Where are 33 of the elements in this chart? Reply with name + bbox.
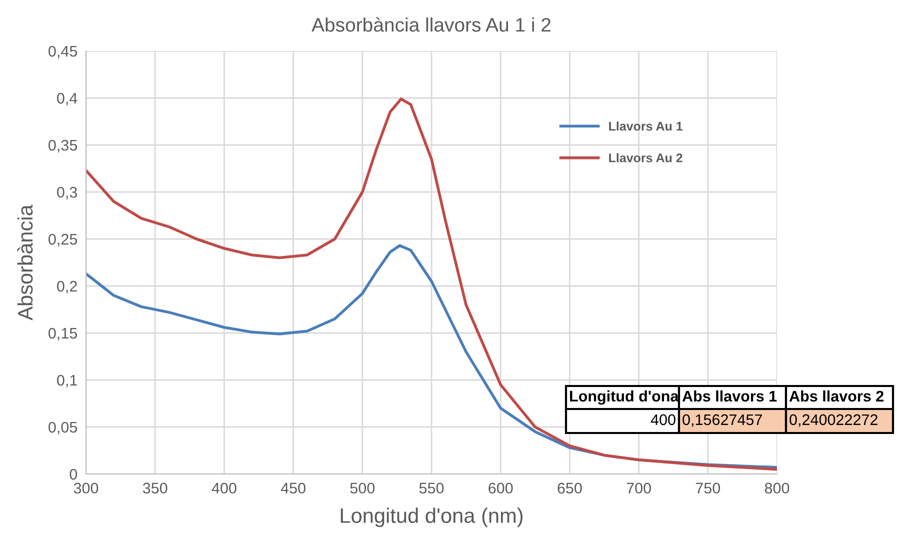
annotation: 0,15627457 [682,414,762,427]
y-tick-label: 0,45 [48,46,78,58]
legend-label: Llavors Au 1 [609,121,682,131]
text: Abs llavors 2 [789,390,884,402]
chart-title: Absorbància llavors Au 1 i 2 [312,17,551,32]
x-tick-label: 800 [764,482,790,494]
x-axis-title: Longitud d'ona (nm) [340,508,523,528]
y-tick-label: 0,3 [57,186,77,200]
y-tick-label: 0,15 [48,328,78,340]
text: 0,240022272 [790,414,878,427]
x-tick-label: 650 [558,482,582,494]
legend-label: Llavors Au 2 [609,153,682,162]
x-tick-label: 700 [626,482,651,494]
x-tick-label: 550 [419,482,444,494]
y-tick-label: 0 [70,468,78,480]
y-axis-title: Absorbància [17,204,33,320]
x-tick-label: 450 [280,482,306,494]
x-tick-label: 350 [142,482,168,494]
y-tick-label: 0,2 [57,280,77,294]
y-tick-label: 0,1 [57,374,77,388]
x-tick-label: 600 [488,482,513,494]
x-tick-label: 300 [74,482,98,494]
annotation: 400 [650,414,676,426]
y-tick-label: 0,35 [48,140,78,152]
x-tick-label: 500 [350,482,375,494]
annotation: Abs llavors 1 [682,390,777,402]
line-series [86,98,777,471]
y-tick-label: 0,05 [48,422,78,434]
annotation: Longitud d'ona [570,390,679,405]
x-tick-label: 400 [212,482,236,494]
y-tick-label: 0,4 [57,92,78,106]
x-tick-label: 750 [696,482,720,494]
y-tick-label: 0,25 [48,234,78,246]
